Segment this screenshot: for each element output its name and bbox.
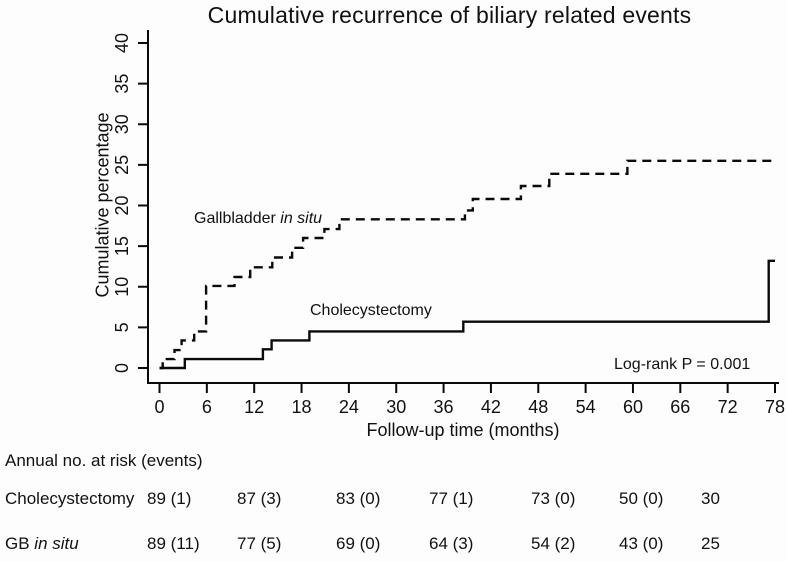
- risk-row-label-text: Cholecystectomy: [5, 489, 135, 508]
- risk-row-label-italic: in situ: [34, 534, 79, 553]
- risk-cell: 77 (1): [429, 489, 474, 508]
- risk-cell: 69 (0): [336, 534, 381, 553]
- series-label-gallbladder-in-situ: Gallbladder in situ: [194, 210, 322, 228]
- km-chart-canvas: 0 5 10 15 20 25 30 35 40 0 6 12 18 24 30 36 42 48 54 60 66 72…: [112, 30, 785, 417]
- y-tick-label: 40: [112, 33, 132, 53]
- risk-cell: 50 (0): [619, 489, 664, 508]
- x-tick-label: 12: [244, 397, 264, 417]
- risk-cell: 54 (2): [531, 534, 576, 553]
- y-tick-label: 30: [112, 114, 132, 134]
- y-tick-label: 15: [112, 236, 132, 256]
- risk-cell: 87 (3): [237, 489, 282, 508]
- chart-title: Cumulative recurrence of biliary related…: [207, 2, 692, 28]
- risk-row-label: GB in situ: [5, 534, 79, 554]
- x-tick-label: 72: [718, 397, 738, 417]
- x-tick-label: 0: [154, 397, 164, 417]
- x-tick-label: 54: [576, 397, 596, 417]
- risk-cell: 89 (1): [147, 489, 192, 508]
- risk-cell: 64 (3): [429, 534, 474, 553]
- risk-cell: 43 (0): [619, 534, 664, 553]
- y-tick-label: 10: [112, 277, 132, 297]
- series-label-gallbladder-text: Gallbladder: [194, 210, 281, 227]
- risk-cell: 89 (11): [147, 534, 200, 553]
- y-axis-label: Cumulative percentage: [92, 112, 113, 298]
- x-tick-label: 66: [670, 397, 690, 417]
- x-tick-label: 24: [339, 397, 359, 417]
- x-tick-label: 42: [481, 397, 501, 417]
- series-label-gallbladder-italic: in situ: [280, 210, 323, 227]
- x-axis-label: Follow-up time (months): [366, 420, 560, 440]
- axes-lines: [147, 30, 779, 384]
- x-tick-label: 30: [386, 397, 406, 417]
- x-tick-label: 78: [765, 397, 785, 417]
- risk-cell: 83 (0): [336, 489, 381, 508]
- risk-cell: 30: [701, 489, 720, 508]
- risk-table-row-gb-in-situ: GB in situ 89 (11) 77 (5) 69 (0) 64 (3) …: [0, 534, 787, 554]
- y-tick-label: 5: [112, 322, 132, 332]
- series-path-gallbladder-in-situ: [159, 159, 775, 370]
- risk-cell: 77 (5): [237, 534, 282, 553]
- series-path-cholecystectomy: [159, 259, 775, 370]
- x-tick-label: 60: [623, 397, 643, 417]
- risk-cell: 73 (0): [531, 489, 576, 508]
- risk-table-row-cholecystectomy: Cholecystectomy 89 (1) 87 (3) 83 (0) 77 …: [0, 489, 787, 509]
- y-tick-label: 25: [112, 155, 132, 175]
- x-tick-label: 6: [202, 397, 212, 417]
- series-label-cholecystectomy: Cholecystectomy: [310, 302, 432, 319]
- x-tick-label: 48: [528, 397, 548, 417]
- risk-row-label: Cholecystectomy: [5, 489, 134, 509]
- risk-row-label-text: GB: [5, 534, 35, 553]
- risk-cell: 25: [701, 534, 720, 553]
- y-tick-label: 35: [112, 74, 132, 94]
- logrank-annotation: Log-rank P = 0.001: [614, 356, 751, 373]
- y-tick-label: 20: [112, 195, 132, 215]
- x-tick-label: 36: [434, 397, 454, 417]
- risk-table-heading: Annual no. at risk (events): [5, 451, 203, 470]
- x-tick-label: 18: [292, 397, 312, 417]
- y-tick-label: 0: [112, 363, 132, 373]
